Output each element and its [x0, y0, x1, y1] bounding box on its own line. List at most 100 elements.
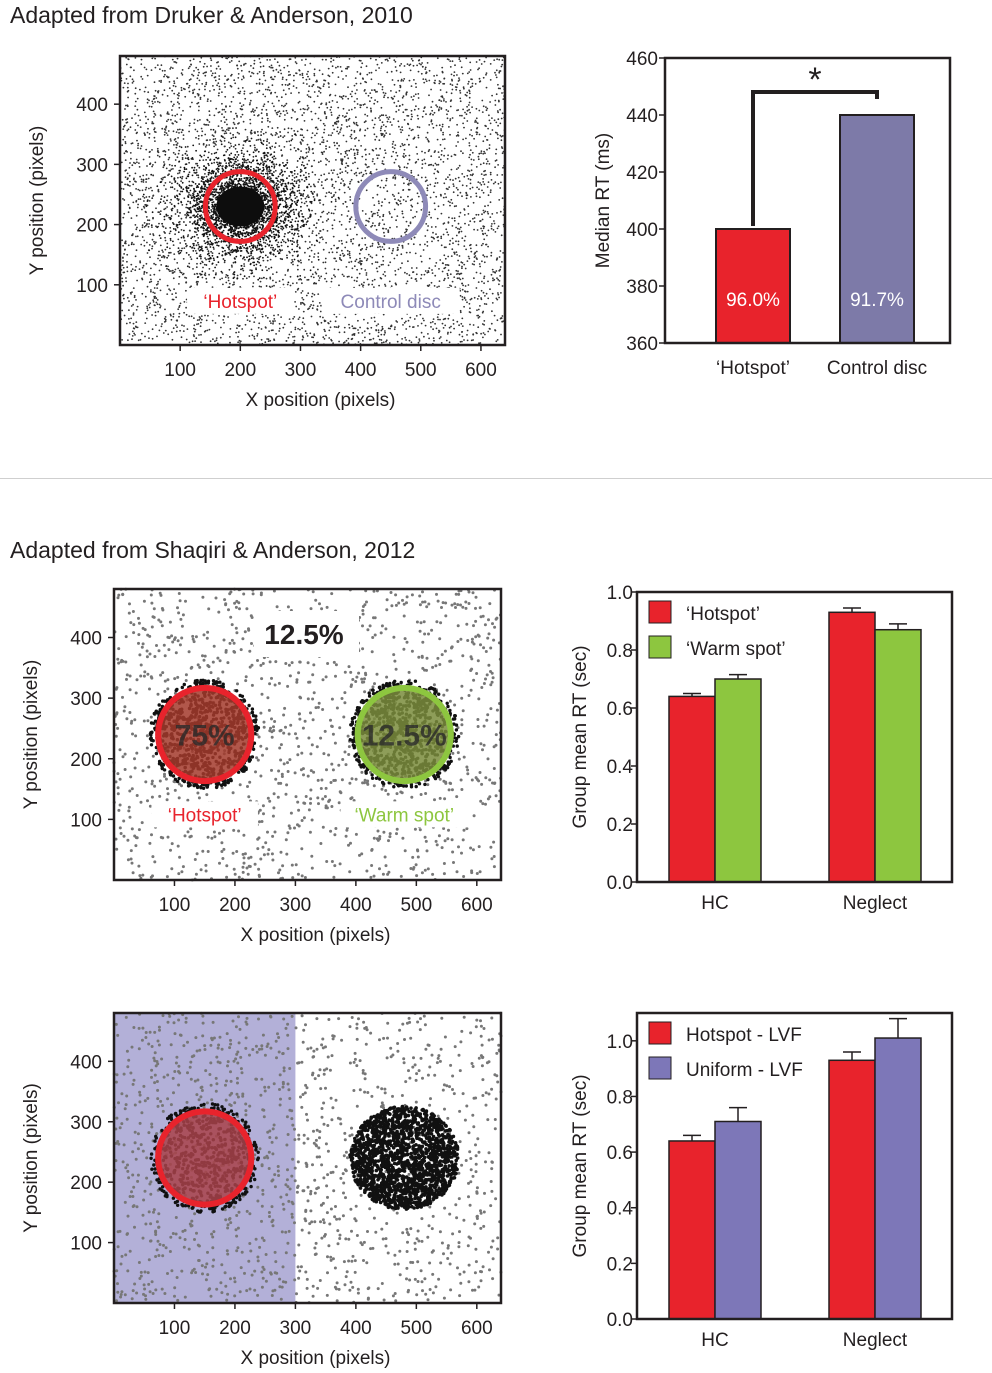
scatter-point [375, 267, 378, 270]
scatter-point [189, 105, 192, 108]
scatter-point [180, 114, 183, 116]
scatter-point [468, 302, 471, 305]
scatter-point [127, 89, 130, 92]
scatter-point [446, 274, 449, 277]
scatter-point [483, 275, 486, 278]
scatter-point [396, 154, 399, 157]
scatter-point [135, 132, 138, 135]
scatter-point [122, 86, 125, 89]
scatter-point [480, 244, 483, 247]
scatter-point [445, 101, 447, 103]
scatter-point [270, 231, 273, 234]
scatter-point [494, 271, 497, 274]
scatter-point [402, 79, 405, 82]
scatter-point [146, 74, 149, 77]
scatter-point [500, 117, 503, 120]
scatter-point [163, 128, 166, 131]
scatter-point [403, 156, 405, 159]
scatter-point [406, 280, 409, 283]
scatter-point [212, 177, 215, 180]
scatter-point [153, 295, 156, 298]
scatter-point [271, 145, 274, 148]
scatter-point [498, 199, 501, 201]
scatter-point [453, 327, 455, 330]
scatter-point [293, 339, 296, 342]
scatter-point [180, 89, 183, 92]
scatter-point [154, 131, 157, 134]
scatter-point [266, 117, 269, 120]
scatter-point [229, 328, 232, 330]
scatter-point [221, 277, 224, 280]
scatter-point [200, 127, 203, 130]
scatter-point [275, 271, 278, 274]
scatter-point [172, 84, 175, 87]
scatter-point [237, 87, 240, 90]
scatter-point [313, 159, 316, 162]
scatter-point [331, 227, 334, 230]
scatter-point [122, 284, 124, 287]
scatter-point [481, 230, 484, 232]
scatter-point [283, 66, 286, 69]
scatter-point [438, 99, 441, 102]
scatter-point [365, 274, 368, 276]
scatter-point [249, 92, 252, 95]
scatter-point [127, 204, 130, 206]
scatter-point [307, 151, 310, 153]
scatter-point [141, 266, 144, 269]
scatter-point [292, 336, 294, 338]
scatter-point [393, 147, 396, 150]
scatter-point [313, 191, 316, 193]
scatter-point [152, 194, 155, 197]
scatter-point [371, 256, 374, 259]
scatter-point [482, 232, 484, 235]
scatter-point [406, 63, 409, 65]
scatter-point [178, 306, 181, 308]
scatter-point [429, 112, 432, 115]
scatter-point [305, 171, 307, 174]
scatter-point [238, 60, 241, 63]
scatter-point [253, 59, 256, 62]
scatter-point [272, 158, 275, 160]
scatter-point [457, 188, 459, 191]
scatter-point [459, 340, 462, 343]
scatter-point [147, 177, 150, 180]
scatter-point [490, 251, 493, 254]
scatter-point [282, 283, 285, 286]
scatter-point [262, 259, 265, 262]
scatter-point [446, 117, 449, 120]
scatter-point [143, 244, 146, 247]
scatter-point [182, 134, 185, 137]
scatter-point [249, 122, 252, 125]
scatter-point [339, 168, 342, 171]
scatter-point [389, 327, 391, 330]
scatter-point [458, 277, 460, 280]
scatter-point [197, 241, 199, 244]
scatter-point [171, 331, 173, 333]
scatter-point [350, 178, 353, 181]
scatter-point [348, 323, 350, 326]
scatter-point [482, 162, 485, 165]
scatter-point [433, 339, 435, 342]
scatter-point [325, 334, 327, 337]
scatter-point [470, 129, 473, 131]
scatter-point [307, 107, 310, 109]
scatter-point [200, 321, 202, 324]
scatter-point [311, 132, 314, 135]
scatter-point [186, 82, 189, 85]
scatter-point [273, 318, 276, 320]
scatter-point [388, 116, 391, 118]
scatter-point [393, 83, 396, 86]
scatter-point [218, 85, 221, 88]
scatter-point [418, 62, 421, 65]
scatter-point [381, 201, 384, 204]
scatter-point [323, 131, 325, 134]
scatter-point [189, 194, 192, 197]
scatter-point [370, 225, 372, 228]
scatter-point [497, 293, 500, 296]
scatter-point [146, 101, 149, 104]
scatter-point [158, 250, 160, 253]
scatter-point [391, 252, 393, 255]
scatter-point [232, 96, 235, 98]
scatter-point [497, 278, 500, 281]
scatter-point [498, 296, 500, 299]
